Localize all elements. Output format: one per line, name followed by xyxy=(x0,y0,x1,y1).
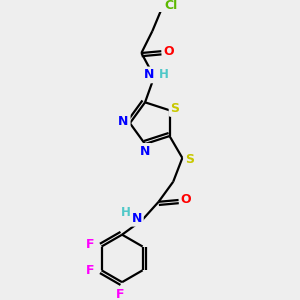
Text: Cl: Cl xyxy=(164,0,177,12)
Text: H: H xyxy=(158,68,168,81)
Text: H: H xyxy=(121,206,131,219)
Text: F: F xyxy=(85,264,94,277)
Text: N: N xyxy=(131,212,142,225)
Text: N: N xyxy=(140,145,150,158)
Text: N: N xyxy=(143,68,154,81)
Text: F: F xyxy=(116,288,124,300)
Text: S: S xyxy=(185,153,194,166)
Text: S: S xyxy=(170,102,179,115)
Text: N: N xyxy=(118,115,129,128)
Text: O: O xyxy=(164,45,174,58)
Text: F: F xyxy=(85,238,94,251)
Text: O: O xyxy=(181,194,191,206)
